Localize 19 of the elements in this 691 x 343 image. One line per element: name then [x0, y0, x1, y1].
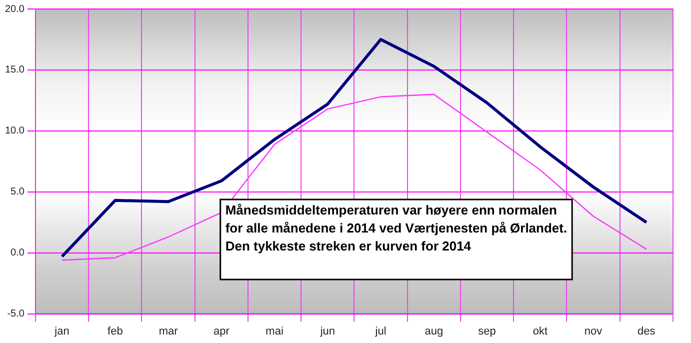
- y-tick-label: 0.0: [10, 248, 25, 259]
- annotation: Månedsmiddeltemperaturen var høyere enn normalen for alle månedene i 2014 ved Værtjenesten på Ørlandet. Den tykkeste streken er kurven for 2014: [225, 202, 568, 254]
- x-tick-label: jan: [54, 325, 70, 338]
- y-tick-label: 10.0: [4, 126, 25, 137]
- y-tick-label: 20.0: [4, 4, 25, 15]
- x-tick-label: okt: [532, 325, 548, 338]
- x-tick-label: sep: [478, 325, 496, 338]
- x-tick-label: des: [638, 325, 656, 338]
- x-tick-label: mar: [158, 325, 178, 338]
- y-tick-label: 5.0: [10, 186, 25, 198]
- y-tick-label: -5.0: [7, 308, 25, 320]
- y-tick-label: 15.0: [4, 64, 25, 76]
- x-tick-label: feb: [108, 325, 123, 338]
- x-tick-label: apr: [213, 325, 230, 338]
- x-tick-label: jun: [319, 325, 336, 338]
- x-tick-label: aug: [424, 325, 444, 338]
- x-tick-label: mai: [266, 325, 284, 338]
- x-tick-label: nov: [584, 325, 603, 338]
- x-tick-label: jul: [374, 325, 386, 338]
